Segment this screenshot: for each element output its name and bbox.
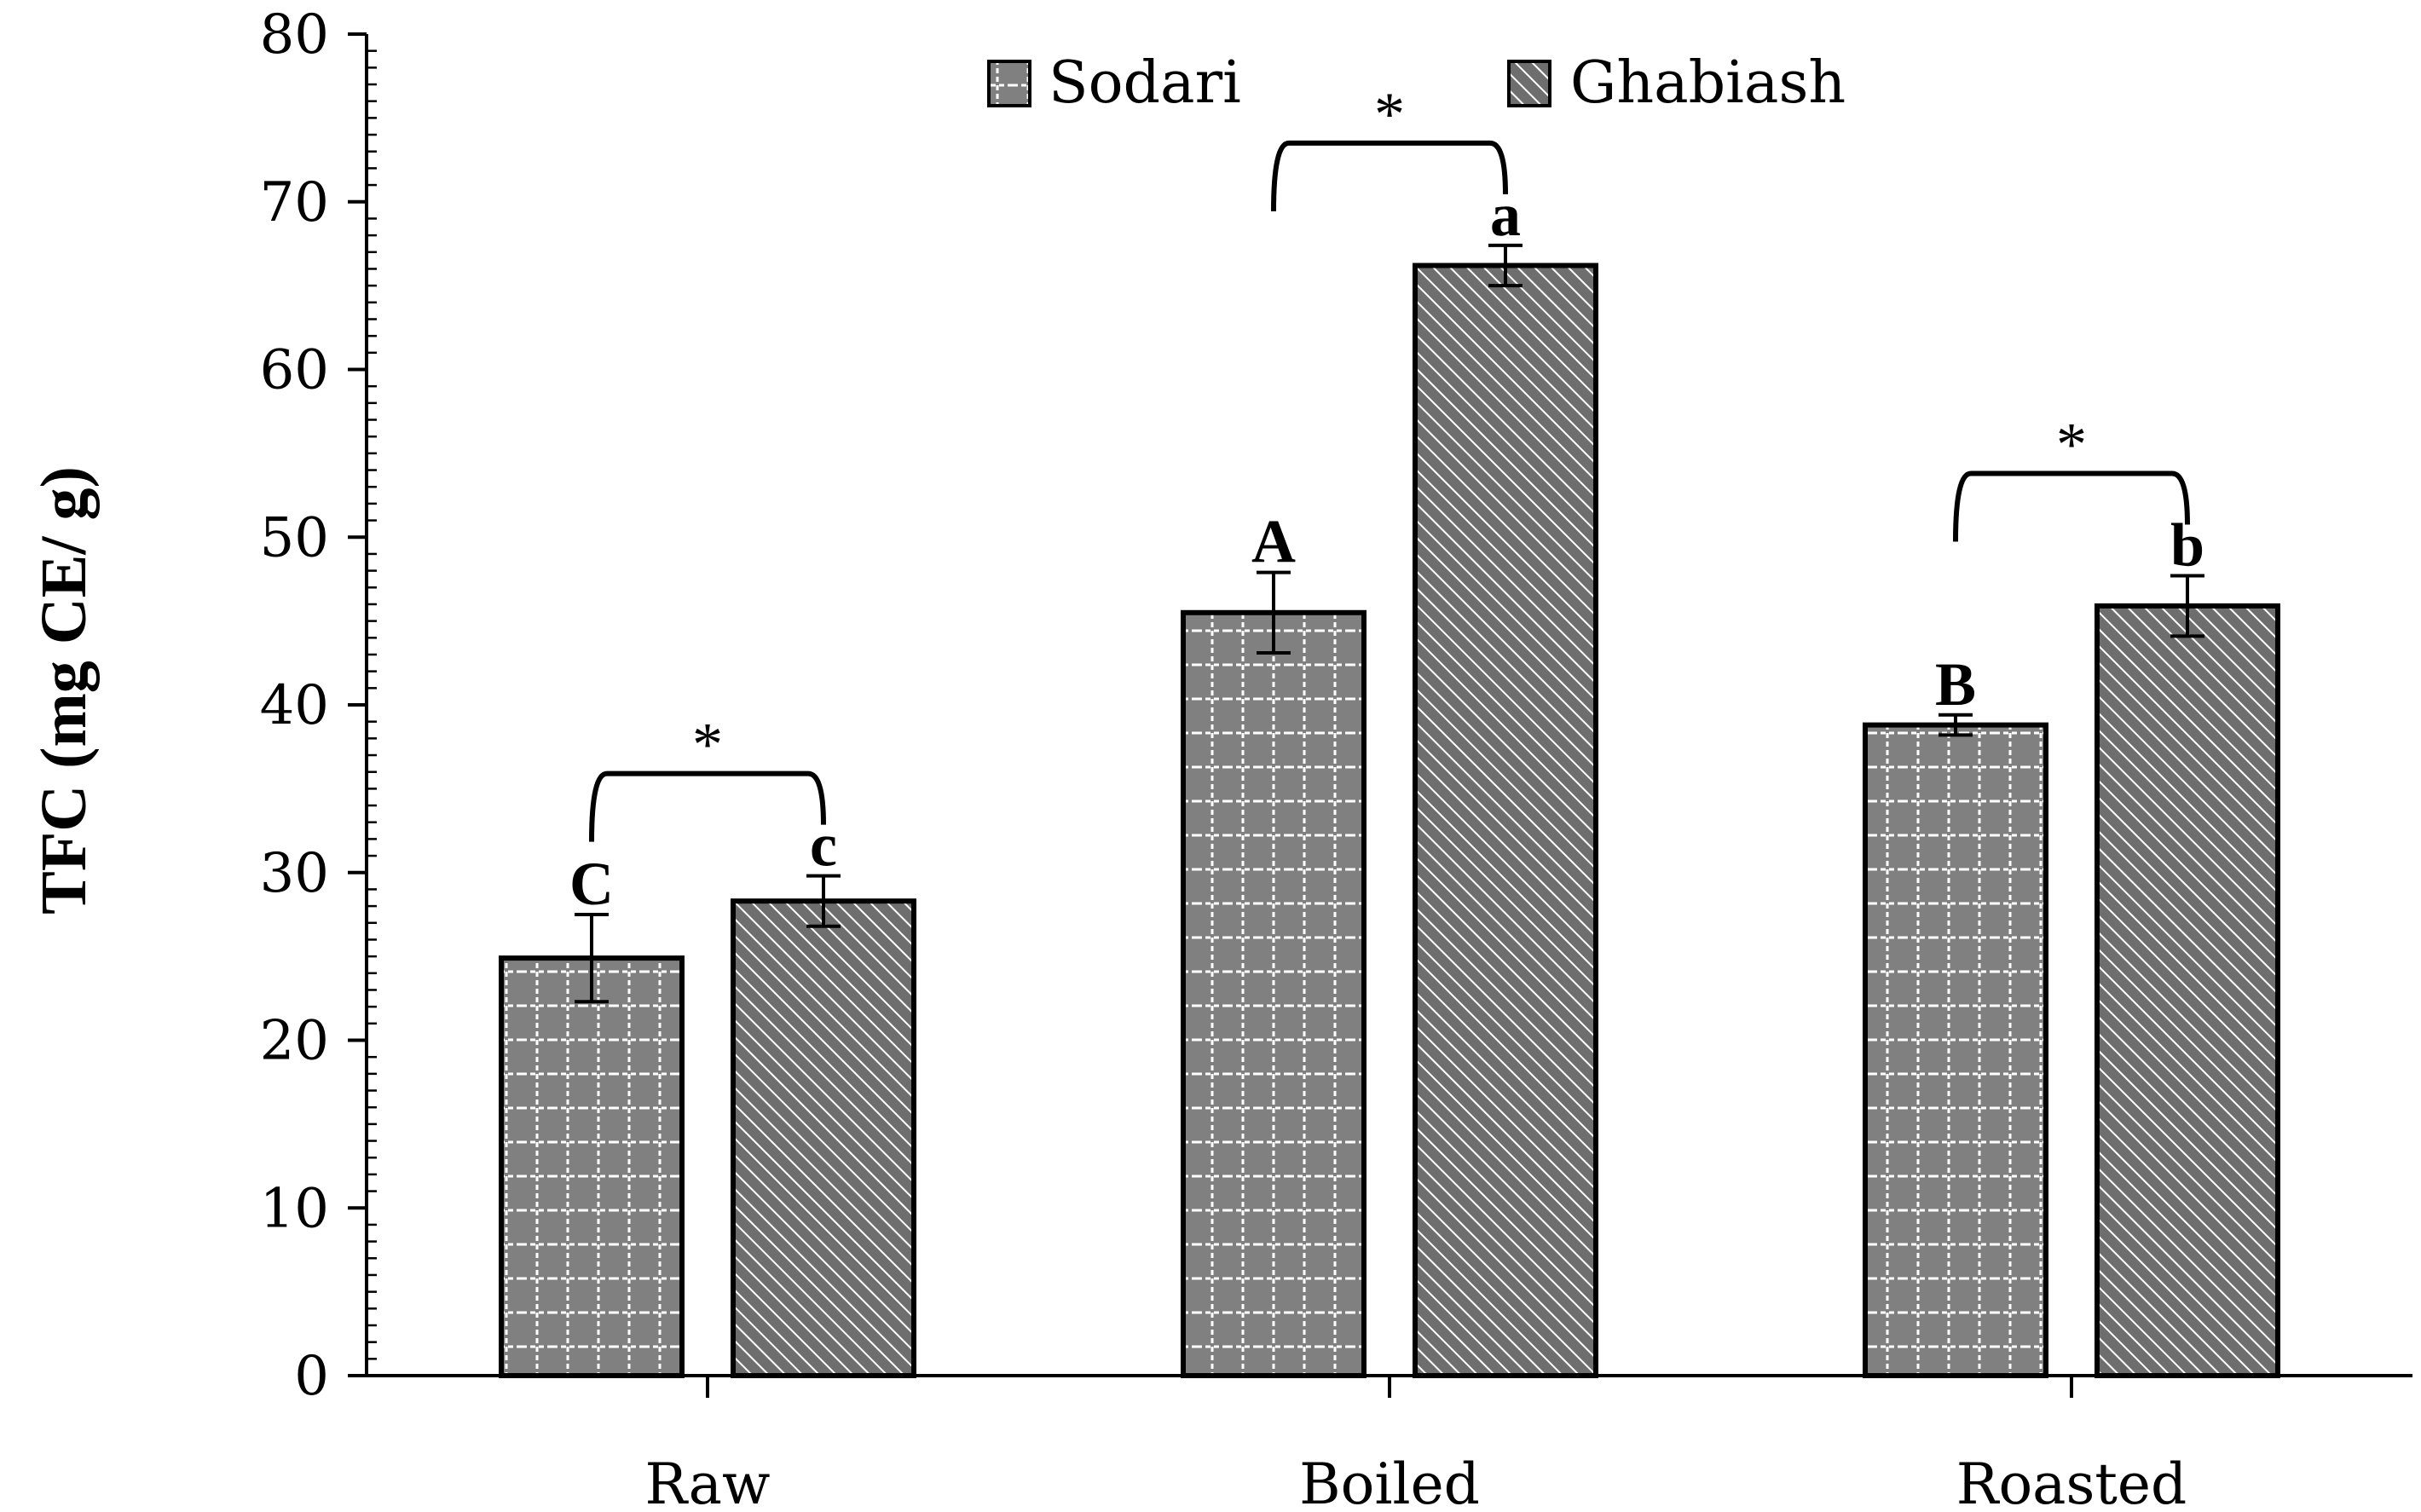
legend-swatch-ghabiash xyxy=(1509,61,1550,106)
bar-ghabiash-roasted xyxy=(2097,606,2278,1376)
y-tick-label: 50 xyxy=(260,506,329,569)
significance-letter: A xyxy=(1251,508,1296,576)
y-tick-label: 20 xyxy=(260,1010,329,1073)
y-tick-label: 0 xyxy=(294,1345,329,1408)
bracket-raw xyxy=(592,774,823,842)
significance-star: * xyxy=(1374,80,1405,148)
x-tick-label-raw: Raw xyxy=(644,1451,770,1512)
y-ticks: 0 10 20 30 40 50 60 70 80 xyxy=(260,3,377,1408)
significance-star: * xyxy=(692,711,723,779)
y-tick-label: 10 xyxy=(260,1177,329,1240)
y-tick-label: 70 xyxy=(260,171,329,234)
bar-ghabiash-boiled xyxy=(1415,266,1596,1376)
x-ticks: Raw Boiled Roasted xyxy=(644,1376,2187,1512)
bar-sodari-raw xyxy=(501,958,682,1376)
bracket-boiled xyxy=(1274,143,1505,211)
significance-star: * xyxy=(2056,411,2087,479)
legend-swatch-sodari xyxy=(989,61,1030,106)
bar-sodari-boiled xyxy=(1183,613,1364,1376)
significance-letter: C xyxy=(569,850,614,918)
legend-label-sodari: Sodari xyxy=(1049,49,1241,117)
tfc-bar-chart: TFC (mg CE/ g) 0 10 20 30 40 50 60 70 80 Raw Boil… xyxy=(0,0,2421,1512)
legend-label-ghabiash: Ghabiash xyxy=(1570,49,1846,117)
y-tick-label: 40 xyxy=(260,674,329,737)
x-tick-label-boiled: Boiled xyxy=(1299,1451,1480,1512)
bracket-roasted xyxy=(1956,474,2187,542)
bar-ghabiash-raw xyxy=(733,901,914,1376)
y-tick-label: 30 xyxy=(260,842,329,905)
significance-letter: B xyxy=(1935,650,1976,718)
x-tick-label-roasted: Roasted xyxy=(1956,1451,2187,1512)
y-tick-label: 80 xyxy=(260,3,329,66)
bar-sodari-roasted xyxy=(1865,725,2046,1376)
legend: Sodari Ghabiash xyxy=(989,49,1846,117)
y-tick-label: 60 xyxy=(260,339,329,402)
y-axis-title: TFC (mg CE/ g) xyxy=(28,466,100,915)
